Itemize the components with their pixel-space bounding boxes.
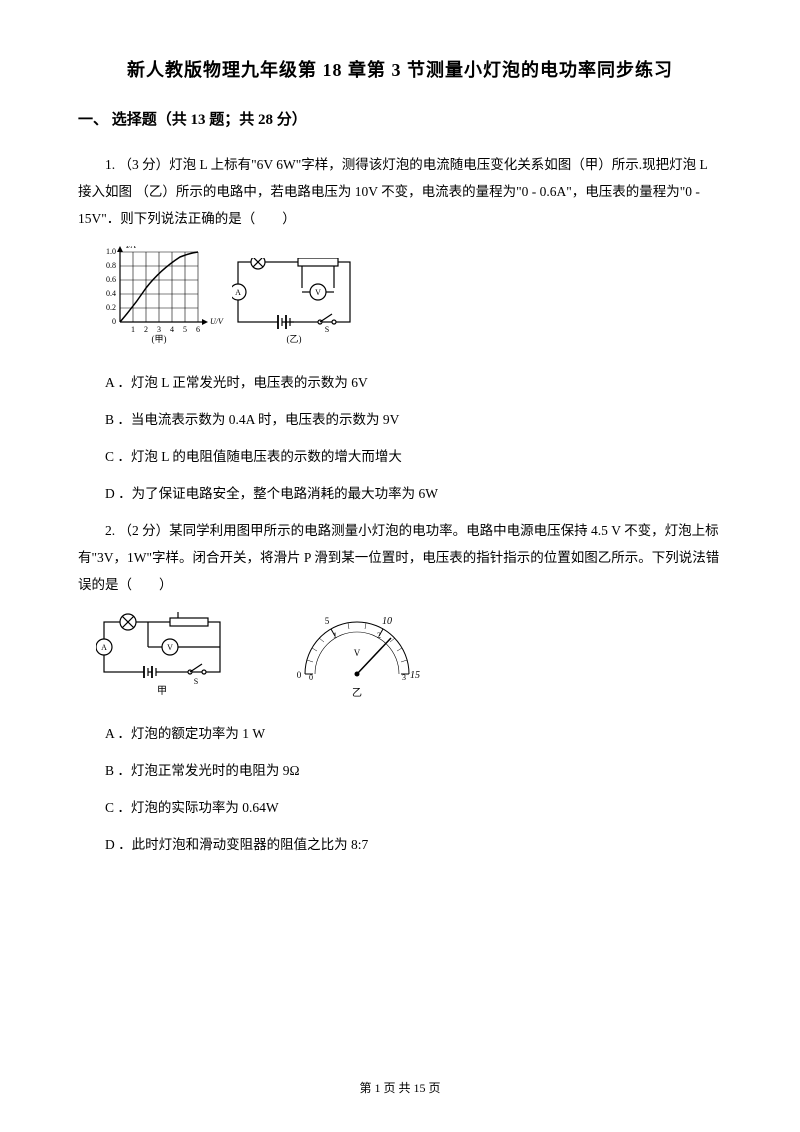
svg-text:4: 4 [170,325,174,334]
q2-stem: 2. （2 分）某同学利用图甲所示的电路测量小灯泡的电功率。电路中电源电压保持 … [78,517,722,598]
doc-title: 新人教版物理九年级第 18 章第 3 节测量小灯泡的电功率同步练习 [78,56,722,82]
q1-graph: 1.0 0.8 0.6 0.4 0.2 0 I/A 1 2 3 4 5 6 U/… [96,246,228,346]
q1-option-b: B ．当电流表示数为 0.4A 时，电压表的示数为 9V [78,406,722,433]
svg-text:V: V [354,648,361,658]
svg-text:6: 6 [196,325,200,334]
q2-figures: A P V S 甲 [96,612,722,702]
q2-voltmeter-dial: 0 5 10 15 0 1 2 3 V 乙 [292,612,422,702]
svg-text:0: 0 [297,670,302,680]
svg-text:3: 3 [157,325,161,334]
svg-text:0: 0 [112,317,116,326]
q2-option-c: C ．灯泡的实际功率为 0.64W [78,794,722,821]
svg-text:5: 5 [325,616,330,626]
svg-text:甲: 甲 [157,686,167,697]
svg-text:10: 10 [382,616,392,627]
svg-text:0: 0 [309,673,313,682]
svg-text:0.6: 0.6 [106,275,116,284]
svg-text:A: A [235,288,241,297]
svg-text:0.8: 0.8 [106,261,116,270]
q2-option-b: B ．灯泡正常发光时的电阻为 9Ω [78,757,722,784]
section-header: 一、 选择题（共 13 题；共 28 分） [78,108,722,129]
q2-option-a: A ．灯泡的额定功率为 1 W [78,720,722,747]
q1-circuit-diagram: L A R V S (乙) [232,258,364,346]
svg-text:I/A: I/A [125,246,136,250]
q2-option-d: D ．此时灯泡和滑动变阻器的阻值之比为 8:7 [78,831,722,858]
svg-text:V: V [167,643,173,652]
q1-option-d: D ．为了保证电路安全，整个电路消耗的最大功率为 6W [78,480,722,507]
svg-text:S: S [325,325,329,334]
svg-text:0.4: 0.4 [106,289,116,298]
svg-text:5: 5 [183,325,187,334]
svg-text:2: 2 [377,631,381,640]
q1-option-c: C ．灯泡 L 的电阻值随电压表的示数的增大而增大 [78,443,722,470]
q2-circuit-diagram: A P V S 甲 [96,612,236,702]
svg-text:(乙): (乙) [287,334,302,344]
page-footer: 第 1 页 共 15 页 [0,1079,800,1096]
svg-text:1: 1 [333,631,337,640]
svg-text:乙: 乙 [352,687,362,699]
svg-text:3: 3 [402,673,406,682]
q1-option-a: A ．灯泡 L 正常发光时，电压表的示数为 6V [78,369,722,396]
svg-text:2: 2 [144,325,148,334]
q1-stem: 1. （3 分）灯泡 L 上标有"6V 6W"字样，测得该灯泡的电流随电压变化关… [78,151,722,232]
svg-text:1: 1 [131,325,135,334]
q1-figures: 1.0 0.8 0.6 0.4 0.2 0 I/A 1 2 3 4 5 6 U/… [96,246,722,351]
svg-text:U/V: U/V [210,317,224,326]
svg-text:1.0: 1.0 [106,247,116,256]
svg-text:(甲): (甲) [152,334,167,344]
svg-text:A: A [101,643,107,652]
svg-text:S: S [194,677,198,686]
svg-text:0.2: 0.2 [106,303,116,312]
svg-text:15: 15 [410,670,420,681]
svg-text:V: V [315,288,321,297]
